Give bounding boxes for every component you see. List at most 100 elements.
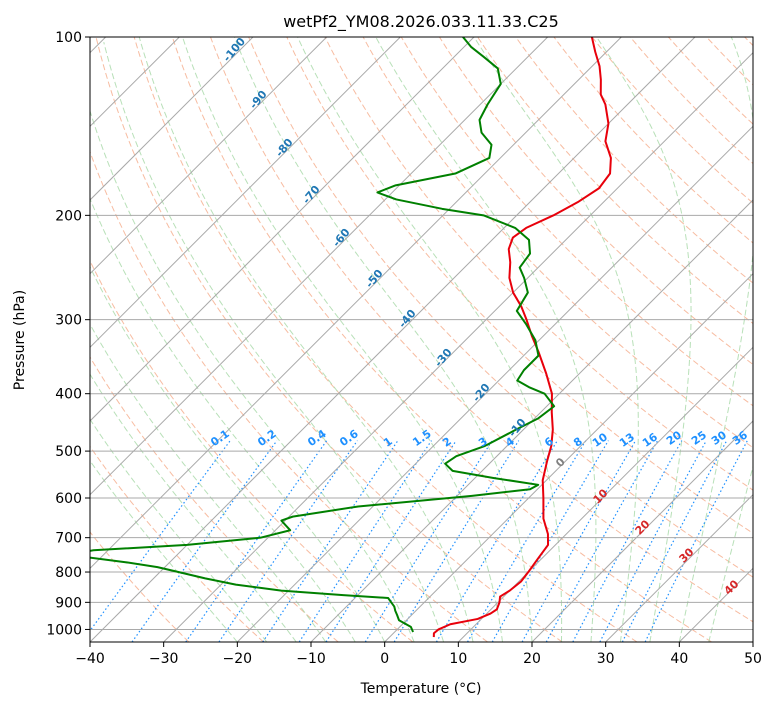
moist-adiabat-line [182, 37, 504, 642]
isotherm-line [90, 37, 475, 422]
dry-adiabat-line [515, 37, 753, 284]
mixing-ratio-line [262, 440, 399, 642]
mixing-ratio-line [185, 440, 328, 642]
mixing-ratio-line [491, 440, 609, 642]
mixing-ratio-line [644, 440, 748, 642]
y-tick-label: 700 [55, 531, 82, 547]
moist-adiabats [90, 37, 753, 642]
mixing-ratio-line [325, 440, 457, 642]
moist-adiabat-line [90, 418, 268, 642]
y-tick-label: 900 [55, 595, 82, 611]
isotherm-line [90, 37, 401, 349]
moist-adiabat-label: 30 [677, 545, 697, 565]
dry-adiabat-line [248, 37, 753, 578]
moist-adiabat-line [473, 37, 639, 642]
y-tick-label: 600 [55, 491, 82, 507]
moist-adiabat-line [708, 464, 753, 642]
moist-adiabat-line [90, 265, 356, 642]
isotherm-line [384, 272, 753, 642]
moist-adiabat-line [90, 373, 297, 642]
x-axis-ticks: −40 −30 −20 −10 0 10 20 30 40 50 [75, 642, 762, 667]
x-tick-label: −10 [296, 651, 326, 667]
dry-adiabat-line [553, 37, 753, 244]
x-tick-label: −30 [149, 651, 179, 667]
dry-adiabat-label: -50 [363, 267, 386, 291]
mixing-ratio-label: 30 [709, 428, 729, 448]
isotherm-line [90, 37, 696, 642]
y-tick-label: 100 [55, 30, 82, 46]
isotherm-gridlines [90, 37, 753, 642]
isotherm-line [90, 37, 622, 570]
mixing-ratio-label: 0.4 [305, 427, 329, 449]
moist-adiabat-label: 40 [722, 577, 742, 597]
mixing-ratio-label: 0.2 [255, 427, 278, 449]
mixing-ratio-label: 1.5 [410, 427, 433, 449]
x-axis-label: Temperature (°C) [360, 681, 482, 697]
mixing-ratio-line [545, 440, 659, 642]
moist-adiabat-line [375, 37, 597, 642]
mixing-ratio-label: 6 [542, 434, 556, 449]
isotherm-line [678, 567, 753, 642]
mixing-ratio-line [435, 440, 558, 642]
moist-adiabat-label: 0 [553, 455, 568, 470]
sounding-profiles [90, 37, 612, 638]
dry-adiabat-line [477, 37, 753, 325]
x-tick-label: −40 [75, 651, 105, 667]
isotherm-line [90, 37, 549, 496]
dry-adiabat-line [90, 356, 339, 642]
dry-adiabat-line [90, 531, 190, 642]
mixing-ratio-line [90, 440, 231, 632]
temperature-profile [432, 37, 612, 638]
x-tick-label: 40 [670, 651, 688, 667]
dry-adiabat-label: -30 [432, 346, 455, 370]
isotherm-line [310, 199, 753, 642]
dry-adiabat-line [210, 37, 753, 623]
y-tick-label: 800 [55, 565, 82, 581]
moist-adiabat-line [90, 197, 386, 642]
y-tick-label: 300 [55, 313, 82, 329]
mixing-ratio-line [621, 440, 728, 642]
isotherm-line [236, 125, 753, 642]
isotherm-line [457, 346, 753, 642]
y-tick-label: 500 [55, 444, 82, 460]
dry-adiabat-line [439, 37, 753, 366]
isotherm-line [605, 493, 753, 642]
mixing-ratio-line [364, 440, 493, 642]
moist-adiabat-line [90, 109, 415, 642]
dry-adiabat-label: -20 [470, 381, 493, 405]
isobar-gridlines [90, 37, 753, 630]
plot-area: -100-90-80-70-60-50-40-30-20-100.1 0.2 0.4… [90, 37, 753, 642]
dry-adiabat-label: -70 [300, 183, 323, 207]
moist-adiabat-line [678, 37, 753, 642]
mixing-ratio-label: 8 [571, 435, 585, 450]
mixing-ratio-line [218, 440, 358, 642]
moist-adiabat-line [297, 37, 563, 642]
isotherm-line [531, 420, 753, 642]
moist-adiabat-label: 10 [591, 486, 611, 506]
x-tick-label: 20 [523, 651, 541, 667]
dry-adiabat-line [90, 259, 414, 642]
dry-adiabat-label: -90 [247, 88, 270, 112]
dry-adiabat-label: -60 [330, 226, 353, 250]
moist-adiabat-label: 20 [633, 517, 653, 537]
dry-adiabat-line [744, 37, 753, 47]
isotherm-line [90, 37, 254, 201]
mixing-ratio-label: 1 [381, 435, 395, 450]
mixing-ratio-line [521, 440, 637, 642]
mixing-ratio-lines [90, 440, 748, 642]
dewpoint-profile [90, 37, 556, 633]
mixing-ratio-label: 13 [617, 430, 637, 449]
x-tick-label: 0 [380, 651, 389, 667]
isotherm-line [163, 51, 753, 642]
x-tick-label: 50 [744, 651, 762, 667]
mixing-ratio-label: 36 [730, 428, 750, 448]
moist-adiabat-line [90, 459, 238, 642]
dry-adiabat-line [90, 150, 488, 642]
plot-frame [89, 36, 754, 643]
mixing-ratio-line [131, 440, 278, 642]
mixing-ratio-label: 0.6 [337, 427, 361, 449]
mixing-ratio-label: 16 [640, 430, 660, 450]
moist-adiabat-line [596, 37, 692, 642]
dry-adiabats [90, 37, 753, 642]
